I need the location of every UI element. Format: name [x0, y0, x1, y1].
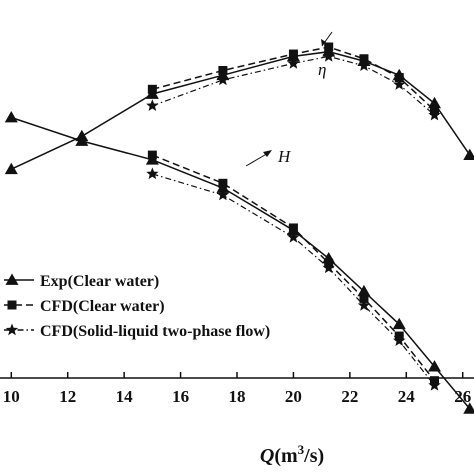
series-layer [4, 42, 474, 414]
data-point [75, 134, 89, 146]
data-point [359, 293, 369, 303]
data-point [463, 402, 474, 414]
series-line [11, 116, 471, 410]
x-tick-label: 12 [59, 387, 76, 406]
data-point [218, 66, 228, 75]
x-tick-label: 26 [454, 387, 471, 406]
data-point [428, 96, 441, 109]
data-point [147, 150, 157, 160]
x-tick-label: 22 [341, 387, 358, 406]
series-line [152, 173, 435, 386]
annotation-h: H [277, 147, 292, 166]
data-point [359, 54, 369, 64]
series-line [152, 154, 436, 382]
series-efficiency-cfd [147, 42, 439, 115]
h-arrowhead [263, 150, 272, 157]
data-point [322, 261, 335, 274]
data-point [288, 223, 298, 233]
data-point [357, 299, 371, 311]
x-tick-label: 14 [116, 387, 134, 406]
data-point [393, 78, 406, 90]
series-line [10, 50, 471, 170]
annotation-eta: η [318, 60, 326, 79]
legend-marker [5, 323, 19, 336]
axis-layer: 10 12 14 16 18 20 22 24 26 [0, 372, 474, 406]
data-point [428, 378, 441, 391]
data-point [428, 108, 441, 121]
data-point [287, 56, 300, 69]
x-axis-label-unit: (m [274, 445, 298, 467]
x-axis-label-var: Q [260, 445, 274, 467]
series-head-twophase [146, 167, 441, 391]
data-point [218, 178, 228, 188]
x-axis-label-sup: 3 [298, 442, 305, 457]
data-point [288, 49, 298, 59]
data-point [393, 334, 406, 347]
x-axis-label-tail: /s) [303, 445, 324, 467]
x-tick-label: 18 [229, 387, 246, 406]
data-point [394, 73, 404, 83]
legend-label: CFD(Solid-liquid two-phase flow) [40, 323, 270, 340]
series-head-exp [4, 111, 474, 414]
legend-item: CFD(Solid-liquid two-phase flow) [4, 323, 270, 340]
data-point [216, 188, 230, 201]
data-point [463, 148, 474, 160]
legend-label: Exp(Clear water) [40, 273, 159, 290]
x-tick-label: 20 [285, 387, 302, 406]
series-efficiency-twophase [146, 49, 441, 121]
x-tick-label: 10 [3, 387, 20, 406]
data-point [4, 111, 18, 123]
x-tick-label: 16 [172, 387, 189, 406]
legend-item: CFD(Clear water) [4, 298, 165, 315]
legend-marker [5, 273, 19, 285]
data-point [287, 230, 300, 243]
data-point [322, 49, 335, 62]
data-point [357, 59, 371, 72]
data-point [392, 317, 406, 330]
x-axis-label: Q(m3/s) [260, 442, 324, 467]
data-point [357, 284, 371, 297]
x-tick-label: 24 [398, 387, 416, 406]
data-point [428, 360, 441, 372]
data-point [4, 162, 18, 175]
eta-arrowhead [321, 39, 326, 46]
data-point [146, 99, 159, 112]
data-point [147, 84, 157, 94]
annotation-layer: ηH [245, 31, 333, 167]
legend-label: CFD(Clear water) [40, 298, 165, 315]
data-point [146, 167, 159, 180]
data-point [324, 42, 334, 52]
series-efficiency-exp [4, 45, 474, 175]
legend-marker [7, 300, 17, 310]
data-point [216, 73, 230, 86]
legend: Exp(Clear water) CFD(Clear water) CFD(Soli… [4, 273, 270, 340]
legend-item: Exp(Clear water) [4, 273, 159, 290]
